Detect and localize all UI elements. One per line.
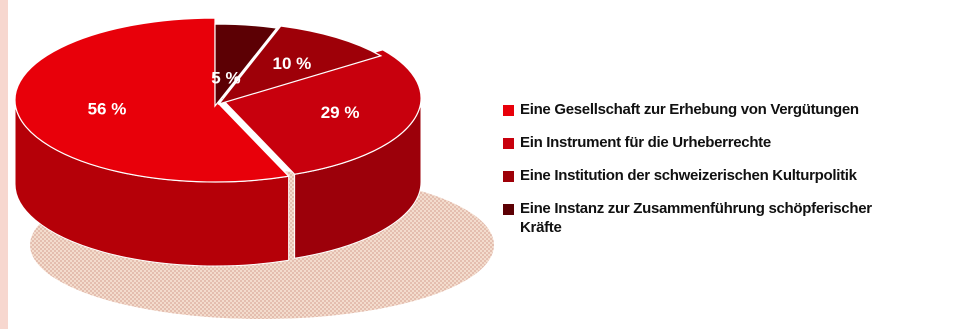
legend-item: Eine Institution der schweizerischen Kul…	[503, 166, 948, 185]
pie-slice	[14, 17, 290, 183]
legend-swatch	[503, 105, 514, 116]
legend-item: Eine Instanz zur Zusammenführung schöpfe…	[503, 199, 880, 237]
legend-swatch	[503, 204, 514, 215]
pie-slices	[14, 17, 422, 183]
legend-swatch	[503, 171, 514, 182]
legend-item: Ein Instrument für die Urheberrechte	[503, 133, 948, 152]
legend-label: Eine Instanz zur Zusammenführung schöpfe…	[520, 200, 872, 236]
slice-value-label: 5 %	[211, 69, 240, 88]
pie-slice-labels: 56 % 29 % 10 % 5 %	[88, 54, 360, 122]
slice-value-label: 56 %	[88, 99, 127, 118]
pie-slice	[214, 23, 278, 108]
legend-label: Ein Instrument für die Urheberrechte	[520, 134, 771, 151]
left-margin-strip	[0, 0, 8, 329]
legend-swatch	[503, 138, 514, 149]
pie-slice	[219, 49, 422, 175]
slice-value-label: 29 %	[321, 103, 360, 122]
legend: Eine Gesellschaft zur Erhebung von Vergü…	[503, 100, 948, 251]
pie-slice	[217, 25, 383, 106]
slice-value-label: 10 %	[273, 54, 312, 73]
legend-label: Eine Institution der schweizerischen Kul…	[520, 167, 857, 184]
legend-item: Eine Gesellschaft zur Erhebung von Vergü…	[503, 100, 948, 119]
legend-label: Eine Gesellschaft zur Erhebung von Vergü…	[520, 101, 859, 118]
